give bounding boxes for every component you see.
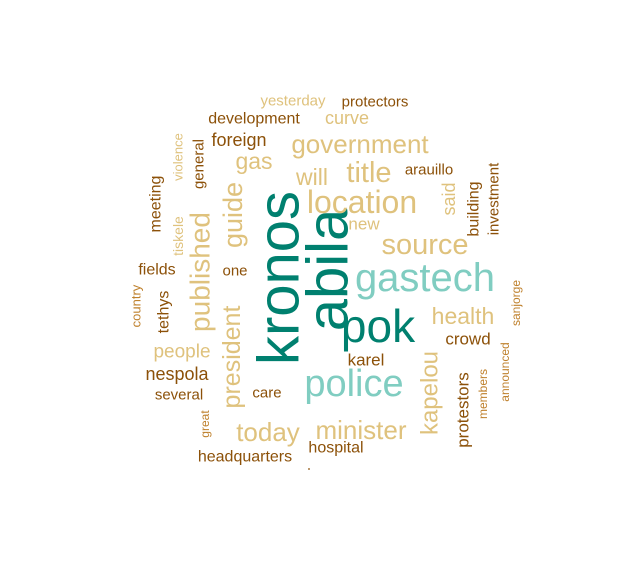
word-sanjorge: sanjorge (509, 280, 523, 326)
word-arauillo: arauillo (405, 162, 453, 179)
word-building: building (466, 181, 483, 236)
word-health: health (432, 303, 495, 329)
word-country: country (129, 284, 144, 327)
word-great: great (198, 410, 212, 438)
word-location: location (307, 184, 417, 220)
word-gastech: gastech (355, 256, 495, 300)
word-president: president (218, 306, 246, 409)
word-kronos: kronos (247, 191, 312, 365)
word-government: government (291, 129, 429, 159)
word-curve: curve (325, 108, 369, 128)
word-will: will (295, 164, 328, 190)
word-pok: pok (341, 300, 416, 352)
word-karel: karel (348, 351, 385, 370)
word-tethys: tethys (156, 291, 173, 334)
word-members: members (476, 369, 490, 419)
word-guide: guide (218, 182, 248, 248)
word-tiskele: tiskele (170, 216, 186, 256)
word-today: today (236, 417, 300, 447)
word-care: care (252, 385, 281, 402)
word-source: source (381, 229, 468, 261)
word-development: development (208, 111, 300, 128)
word-published: published (185, 212, 216, 332)
word-headquarters: headquarters (198, 449, 292, 466)
word-kapelou: kapelou (417, 351, 444, 435)
word-foreign: foreign (211, 130, 266, 150)
stray-dot (308, 468, 310, 470)
word-protestors: protestors (454, 372, 473, 448)
word-minister: minister (315, 415, 406, 445)
word-fields: fields (138, 262, 175, 279)
word-one: one (222, 263, 247, 280)
word-gas: gas (235, 148, 272, 174)
word-crowd: crowd (445, 330, 490, 349)
word-meeting: meeting (148, 176, 165, 233)
word-general: general (191, 139, 208, 189)
word-protectors: protectors (342, 94, 409, 111)
word-violence: violence (171, 133, 186, 181)
word-investment: investment (486, 162, 503, 235)
word-announced: announced (498, 342, 512, 401)
word-police: police (304, 363, 403, 405)
word-nespola: nespola (145, 364, 209, 384)
word-title: title (346, 157, 391, 189)
word-several: several (155, 387, 203, 404)
word-yesterday: yesterday (260, 93, 326, 110)
word-said: said (439, 182, 459, 215)
word-new: new (348, 215, 380, 234)
word-hospital: hospital (308, 440, 363, 457)
word-abila: abila (296, 208, 361, 331)
word-people: people (153, 342, 210, 363)
